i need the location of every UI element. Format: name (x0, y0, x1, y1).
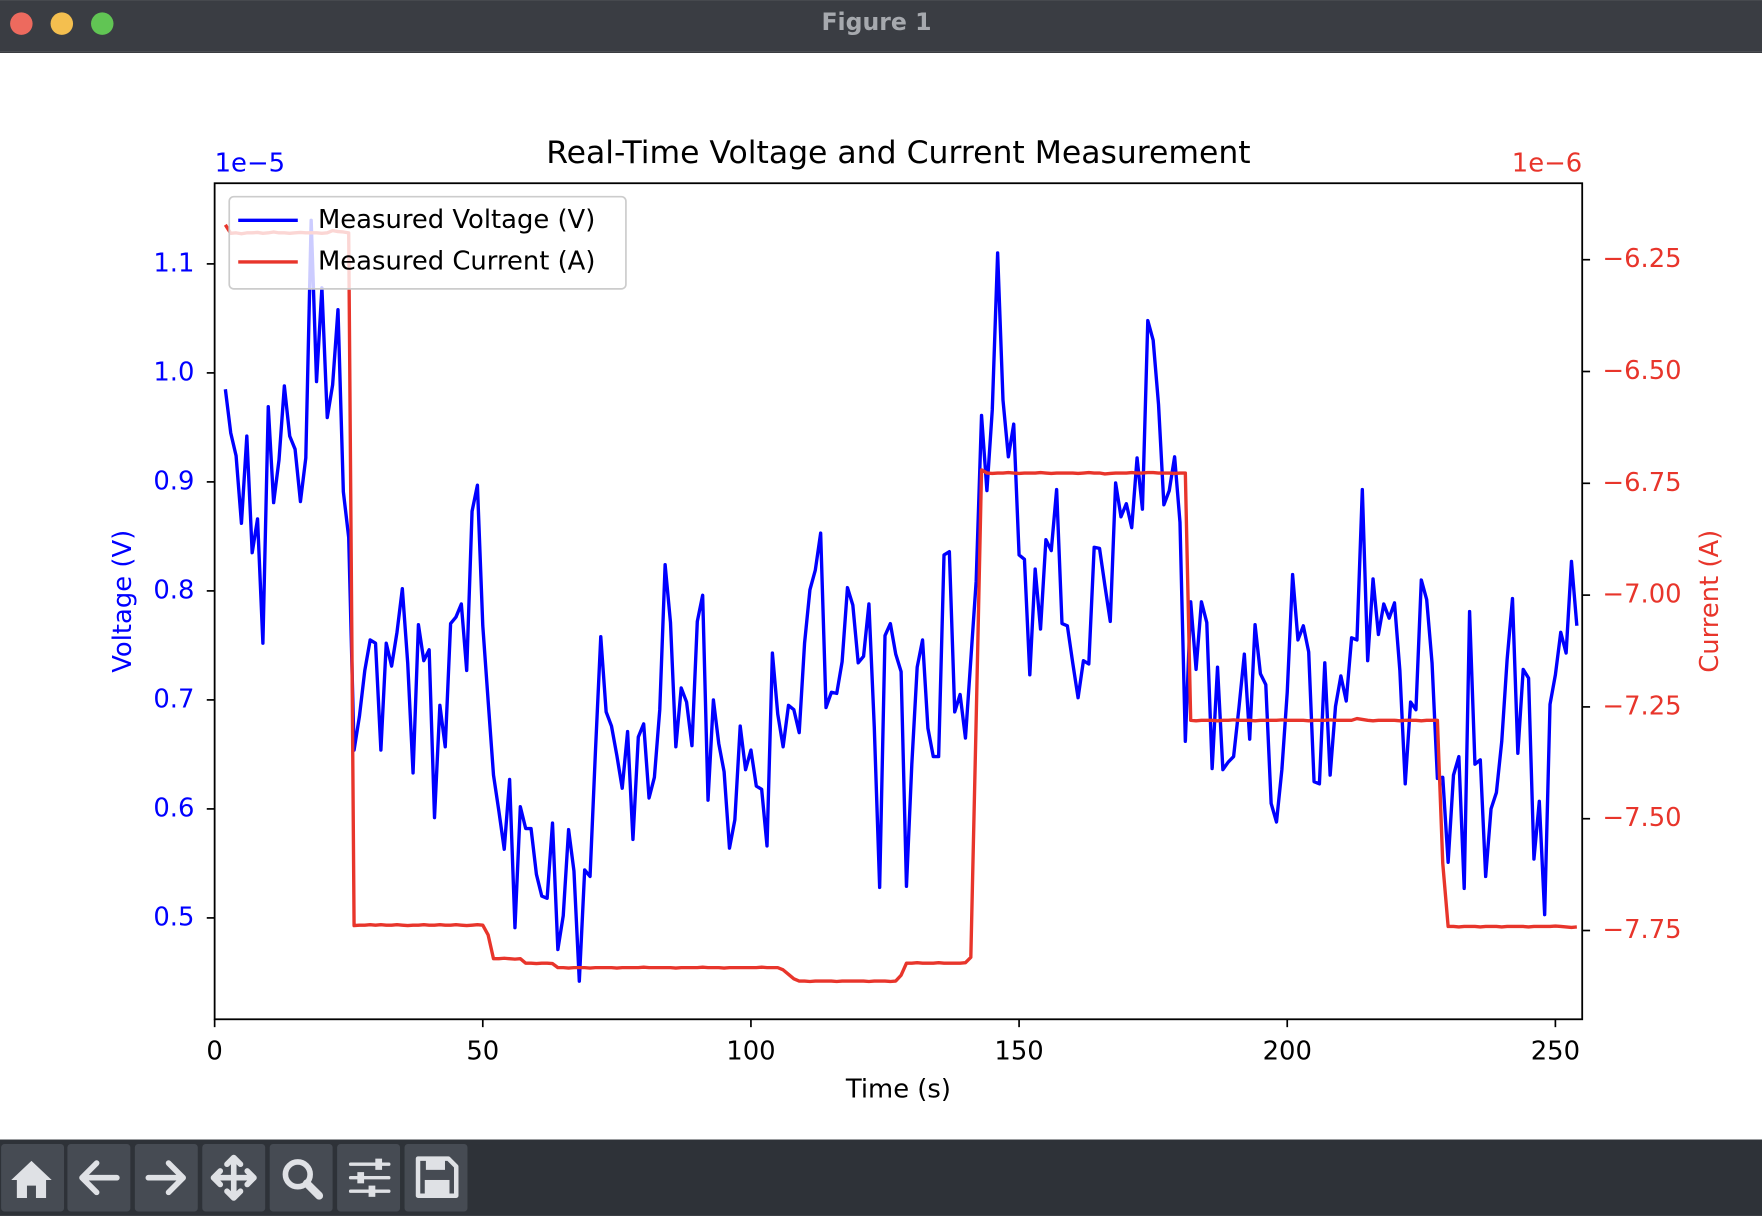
data-line (223, 218, 1579, 983)
y2-tick-label: −7.00 (1602, 580, 1681, 610)
y2-tick-label: −6.25 (1602, 244, 1681, 274)
y-tick-label: 0.5 (153, 902, 194, 932)
x-tick-label: 150 (994, 1036, 1043, 1066)
save-button[interactable] (404, 1144, 468, 1212)
legend-label: Measured Voltage (V) (318, 205, 595, 235)
plot-frame (213, 182, 1584, 1021)
chart-title: Real-Time Voltage and Current Measuremen… (546, 135, 1250, 171)
y2-tick-label: −7.75 (1602, 915, 1681, 945)
y2-tick-label: −7.50 (1602, 803, 1681, 833)
y-tick-label: 1.1 (153, 248, 194, 278)
close-button[interactable] (10, 12, 33, 35)
forward-button[interactable] (134, 1144, 198, 1212)
y-tick-label: 1.0 (153, 357, 194, 387)
title-bar (0, 0, 1762, 52)
x-tick-label: 50 (466, 1036, 499, 1066)
back-button[interactable] (67, 1144, 131, 1212)
legend: Measured Voltage (V) Measured Current (A) (228, 195, 627, 290)
y-tick-label: 0.6 (153, 793, 194, 823)
x-tick-label: 250 (1531, 1036, 1580, 1066)
y-axis-label: Voltage (V) (108, 530, 138, 673)
zoom-tool-button[interactable] (269, 1144, 333, 1212)
y-tick-label: 0.7 (153, 684, 194, 714)
x-tick-label: 200 (1263, 1036, 1312, 1066)
window-title: Figure 1 (821, 8, 931, 36)
pan-button[interactable] (202, 1144, 266, 1212)
data-line (223, 223, 1577, 984)
home-button[interactable] (1, 1144, 65, 1212)
x-tick-label: 100 (726, 1036, 775, 1066)
x-tick-label: 0 (206, 1036, 222, 1066)
zoom-button[interactable] (91, 12, 114, 35)
legend-box (228, 195, 627, 290)
y-tick-label: 0.8 (153, 575, 194, 605)
y2-offset-text: 1e−6 (1512, 149, 1582, 179)
configure-button[interactable] (337, 1144, 401, 1212)
y-tick-label: 0.9 (153, 466, 194, 496)
minimize-button[interactable] (50, 12, 74, 35)
y2-tick-label: −7.25 (1602, 691, 1681, 721)
toolbar (0, 1139, 1762, 1216)
chart: Real-Time Voltage and Current Measuremen… (108, 135, 1725, 1105)
y2-tick-label: −6.75 (1602, 468, 1681, 498)
y2-tick-label: −6.50 (1602, 356, 1681, 386)
x-axis-label: Time (s) (845, 1075, 951, 1105)
y2-axis-label: Current (A) (1695, 530, 1725, 673)
y-offset-text: 1e−5 (215, 149, 285, 179)
legend-label: Measured Current (A) (318, 246, 595, 276)
